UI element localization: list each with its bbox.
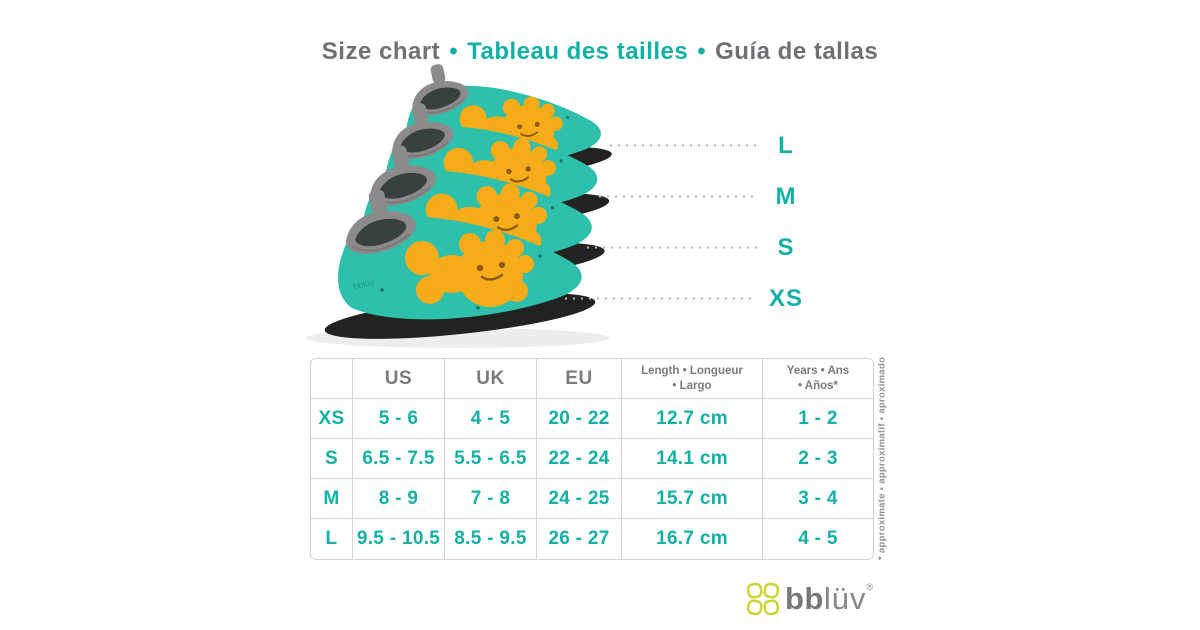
header-cell-size: [311, 359, 353, 399]
bbluv-flower-icon: [746, 582, 780, 616]
row-xs-length: 12.7 cm: [622, 399, 763, 439]
row-l-uk: 8.5 - 9.5: [445, 519, 537, 559]
brand-logo: bb lüv ®: [744, 580, 873, 618]
row-s-eu: 22 - 24: [537, 439, 622, 479]
row-xs-size: XS: [311, 399, 353, 439]
header-cell-years: Years • Ans • Años*: [763, 359, 873, 399]
row-m-uk: 7 - 8: [445, 479, 537, 519]
row-m-length: 15.7 cm: [622, 479, 763, 519]
row-m-eu: 24 - 25: [537, 479, 622, 519]
row-xs-years: 1 - 2: [763, 399, 873, 439]
logo-registered-mark: ®: [866, 582, 874, 592]
row-m-us: 8 - 9: [353, 479, 445, 519]
size-table: US UK EU Length • Longueur • Largo Years…: [310, 358, 874, 560]
title-bullet-2: •: [697, 38, 707, 65]
size-label-m: M: [775, 183, 797, 210]
title-fr: Tableau des tailles: [467, 38, 689, 65]
page-title: Size chart • Tableau des tailles • Guía de t…: [0, 38, 1200, 66]
row-xs-uk: 4 - 5: [445, 399, 537, 439]
row-l-eu: 26 - 27: [537, 519, 622, 559]
row-l-years: 4 - 5: [798, 528, 838, 549]
row-s-length: 14.1 cm: [622, 439, 763, 479]
size-label-s: S: [777, 234, 795, 261]
size-label-l: L: [778, 132, 794, 159]
dotted-line-s: [584, 246, 757, 249]
title-bullet-1: •: [449, 38, 459, 65]
header-cell-eu: EU: [537, 359, 622, 399]
row-s-years: 2 - 3: [763, 439, 873, 479]
row-m-years: 3 - 4: [763, 479, 873, 519]
dotted-line-xs: [562, 297, 757, 300]
row-l-us: 9.5 - 10.5: [353, 519, 445, 559]
row-l-length: 16.7 cm: [622, 519, 763, 559]
row-l-size: L: [311, 519, 353, 559]
approximate-footnote: * approximate • approximatif • aproximad…: [876, 356, 888, 560]
row-xs-us: 5 - 6: [353, 399, 445, 439]
row-m-size: M: [311, 479, 353, 519]
title-en: Size chart: [321, 38, 441, 65]
header-cell-uk: UK: [445, 359, 537, 399]
size-label-xs: XS: [768, 285, 803, 312]
row-s-size: S: [311, 439, 353, 479]
header-cell-us: US: [353, 359, 445, 399]
title-es: Guía de tallas: [715, 38, 879, 65]
dotted-line-m: [596, 195, 757, 198]
shoes-product-photo: bblüv: [306, 58, 632, 350]
header-cell-length: Length • Longueur • Largo: [622, 359, 763, 399]
row-s-us: 6.5 - 7.5: [353, 439, 445, 479]
logo-text-bb: bb: [785, 581, 824, 616]
row-s-uk: 5.5 - 6.5: [445, 439, 537, 479]
logo-text-luv: lüv: [823, 581, 867, 616]
dotted-line-l: [607, 144, 757, 147]
row-xs-eu: 20 - 22: [537, 399, 622, 439]
